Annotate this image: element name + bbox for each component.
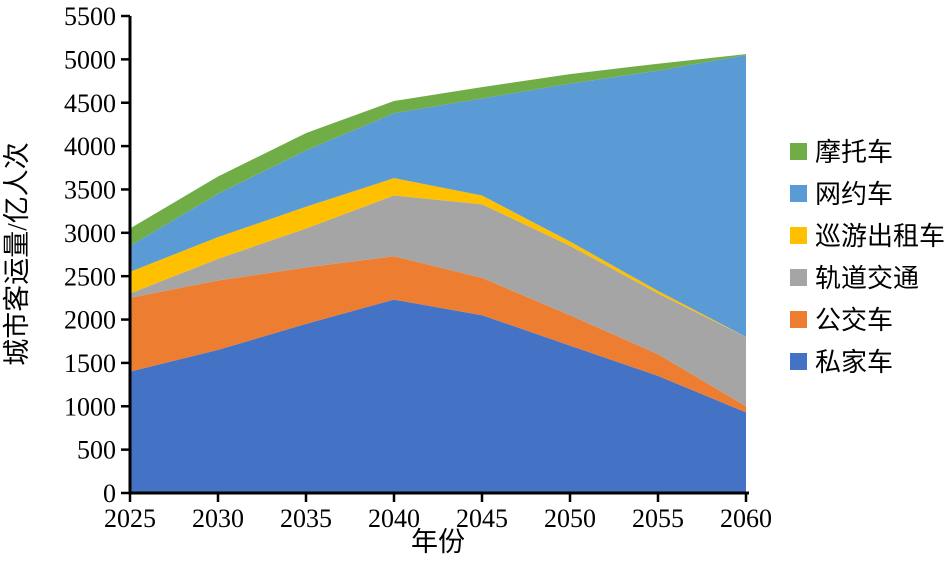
y-tick-label: 2000 [64,306,116,335]
x-tick-label: 2025 [104,504,156,533]
area-series-group [130,54,746,493]
y-tick-label: 5500 [64,2,116,31]
y-ticks-group: 0 500 1000 1500 2000 2500 3000 3500 4000 4500 5000… [64,2,130,508]
legend-label: 轨道交通 [815,264,919,293]
legend-label: 公交车 [815,306,893,335]
x-tick-label: 2040 [368,504,420,533]
legend-swatch [790,311,807,328]
legend-label: 摩托车 [815,138,893,167]
x-tick-label: 2055 [632,504,684,533]
legend-swatch [790,269,807,286]
y-tick-label: 4000 [64,132,116,161]
legend-item: 公交车 [790,306,893,335]
area-series [130,299,746,493]
area-series [130,178,746,337]
area-series [130,256,746,413]
legend-swatch [790,353,807,370]
legend-label: 巡游出租车 [815,222,945,251]
legend-item: 网约车 [790,180,893,209]
y-tick-label: 4500 [64,89,116,118]
y-tick-label: 1500 [64,349,116,378]
area-series [130,195,746,407]
x-tick-label: 2035 [280,504,332,533]
x-tick-label: 2030 [192,504,244,533]
y-axis-title: 城市客运量/亿人次 [2,142,32,366]
y-tick-label: 3500 [64,176,116,205]
legend-label: 网约车 [815,180,893,209]
x-ticks-group: 2025 2030 2035 2040 2045 2050 2055 2060 [104,493,772,533]
y-tick-label: 5000 [64,45,116,74]
y-tick-label: 0 [103,479,116,508]
x-tick-label: 2045 [456,504,508,533]
legend-item: 私家车 [790,348,893,377]
legend-item: 摩托车 [790,138,893,167]
x-tick-label: 2060 [720,504,772,533]
legend-swatch [790,227,807,244]
y-tick-label: 500 [77,436,116,465]
legend-swatch [790,143,807,160]
legend-item: 轨道交通 [790,264,919,293]
legend-swatch [790,185,807,202]
x-axis-title: 年份 [411,527,465,557]
x-tick-label: 2050 [544,504,596,533]
y-tick-label: 1000 [64,392,116,421]
legend-item: 巡游出租车 [790,222,945,251]
y-tick-label: 2500 [64,262,116,291]
area-series [130,55,746,337]
y-tick-label: 3000 [64,219,116,248]
legend-label: 私家车 [815,348,893,377]
